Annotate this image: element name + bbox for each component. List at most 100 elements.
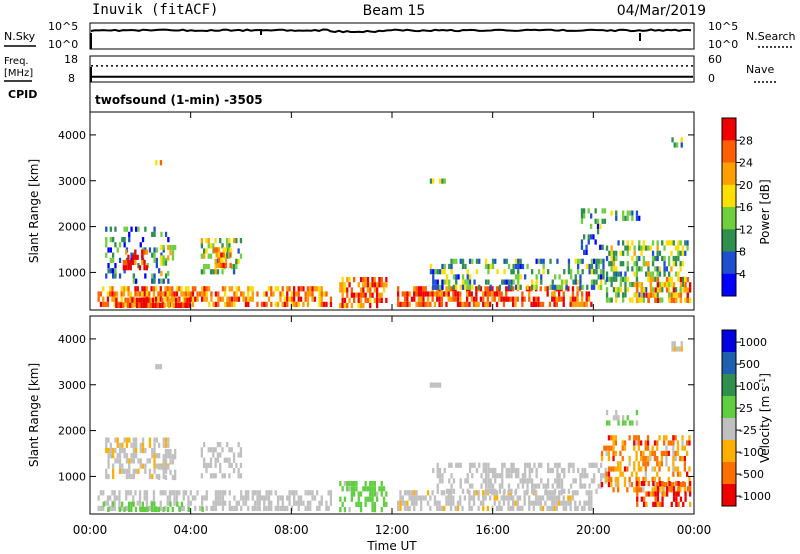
- rti-cell: [610, 276, 613, 282]
- rti-cell: [329, 490, 333, 496]
- rti-cell: [452, 488, 456, 494]
- rti-cell: [143, 495, 146, 501]
- rti-cell: [576, 291, 579, 297]
- rti-cell: [306, 296, 310, 302]
- rti-cell: [640, 450, 643, 456]
- rti-cell: [484, 291, 487, 297]
- rti-cell: [221, 296, 225, 302]
- rti-cell: [415, 500, 418, 506]
- rti-cell: [489, 263, 492, 270]
- rti-cell: [624, 276, 627, 282]
- rti-cell: [155, 463, 158, 469]
- rti-cell: [670, 486, 673, 492]
- rti-cell: [670, 277, 673, 283]
- rti-cell: [684, 496, 687, 502]
- rti-cell: [517, 483, 520, 489]
- rti-cell: [565, 279, 568, 285]
- rti-cell: [357, 292, 360, 298]
- rti-cell: [219, 296, 222, 302]
- rti-cell: [646, 435, 650, 441]
- rti-cell: [562, 301, 565, 307]
- rti-cell: [157, 506, 161, 512]
- rti-cell: [132, 495, 135, 501]
- rti-cell: [631, 420, 634, 426]
- rti-cell: [556, 462, 559, 468]
- rti-cell: [132, 437, 135, 443]
- rti-cell: [614, 476, 617, 482]
- rti-cell: [214, 505, 218, 511]
- rti-cell: [551, 483, 554, 489]
- rti-cell: [622, 250, 625, 256]
- rti-cell: [209, 462, 213, 468]
- rti-cell: [399, 505, 402, 511]
- rti-cell: [129, 490, 133, 496]
- rti-cell: [121, 463, 124, 469]
- y-tick-label: 2000: [58, 425, 86, 438]
- rti-cell: [505, 258, 508, 264]
- rti-cell: [221, 500, 225, 506]
- rti-cell: [109, 291, 112, 297]
- rti-cell: [168, 297, 171, 303]
- rti-cell: [475, 301, 478, 307]
- rti-cell: [626, 415, 629, 421]
- rti-cell: [514, 488, 518, 494]
- rti-cell: [607, 471, 611, 477]
- rti-cell: [309, 286, 312, 292]
- rti-cell: [433, 500, 437, 506]
- rti-cell: [486, 505, 489, 511]
- rti-cell: [132, 442, 135, 448]
- rti-cell: [288, 296, 291, 302]
- rti-cell: [214, 258, 217, 264]
- rti-cell: [376, 297, 379, 303]
- rti-cell: [459, 462, 462, 468]
- rti-cell: [371, 507, 374, 513]
- rti-cell: [628, 476, 631, 482]
- rti-cell: [583, 301, 586, 307]
- rti-cell: [217, 296, 220, 302]
- rti-cell: [484, 483, 488, 489]
- rti-cell: [635, 456, 638, 462]
- rti-cell: [514, 301, 517, 307]
- colorbar-tick-label: -25: [739, 424, 757, 437]
- rti-cell: [256, 495, 259, 501]
- rti-cell: [205, 490, 208, 496]
- rti-cell: [599, 223, 602, 229]
- rti-cell: [482, 505, 485, 511]
- rti-cell: [607, 450, 611, 456]
- rti-cell: [212, 301, 215, 307]
- rti-cell: [638, 282, 641, 288]
- rti-cell: [449, 495, 453, 501]
- rti-cell: [587, 495, 591, 501]
- rti-cell: [487, 467, 490, 474]
- rti-cell: [512, 505, 515, 511]
- rti-cell: [560, 483, 564, 489]
- rti-cell: [122, 302, 125, 308]
- rti-cell: [221, 258, 224, 264]
- rti-cell: [441, 284, 444, 290]
- rti-cell: [622, 420, 625, 426]
- rti-cell: [491, 473, 495, 479]
- rti-cell: [329, 500, 333, 506]
- rti-cell: [348, 486, 351, 492]
- rti-cell: [455, 462, 458, 468]
- rti-cell: [656, 461, 659, 467]
- velocity-frame: [89, 315, 695, 515]
- rti-cell: [452, 500, 455, 506]
- rti-cell: [571, 495, 575, 501]
- rti-cell: [637, 445, 640, 451]
- rti-cell: [139, 463, 142, 469]
- rti-cell: [672, 287, 676, 293]
- rti-cell: [160, 260, 163, 266]
- rti-cell: [341, 297, 344, 303]
- rti-cell: [205, 468, 208, 474]
- rti-cell: [653, 482, 657, 488]
- rti-cell: [432, 467, 435, 474]
- rti-cell: [665, 482, 668, 488]
- rti-cell: [221, 286, 225, 292]
- rti-cell: [128, 231, 131, 237]
- rti-cell: [672, 471, 675, 477]
- rti-cell: [656, 501, 660, 507]
- rti-cell: [217, 301, 220, 307]
